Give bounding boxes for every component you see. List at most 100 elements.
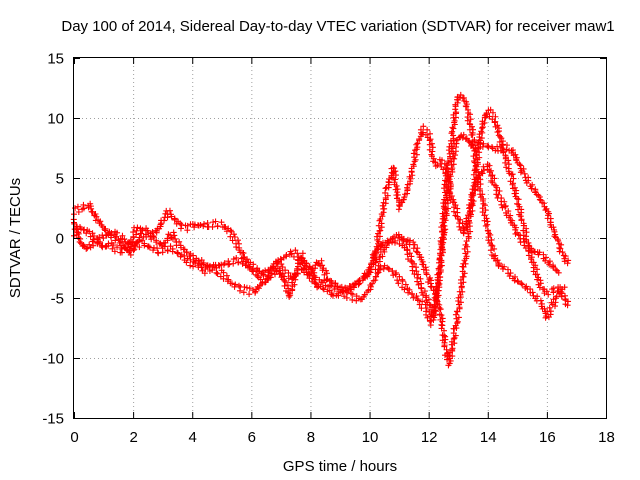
data-point — [488, 242, 495, 249]
data-point — [431, 294, 438, 301]
data-point — [178, 221, 185, 228]
data-point — [382, 196, 389, 203]
data-point — [246, 264, 253, 271]
data-point — [434, 301, 441, 308]
data-point — [556, 248, 563, 255]
data-point — [461, 257, 468, 264]
data-point — [488, 177, 495, 184]
data-point — [435, 265, 442, 272]
data-point — [408, 165, 415, 172]
data-point — [518, 167, 525, 174]
data-point — [80, 201, 87, 208]
data-point — [436, 304, 443, 311]
data-point — [555, 287, 562, 294]
data-point — [424, 314, 431, 321]
data-point — [479, 197, 486, 204]
data-point — [396, 273, 403, 280]
y-tick-labels: -15 -10 -5 0 5 10 15 — [42, 51, 64, 428]
data-point — [405, 289, 412, 296]
y-tick-label: -10 — [42, 351, 64, 368]
data-point — [92, 211, 99, 218]
data-point — [372, 266, 379, 273]
data-point — [84, 245, 91, 252]
data-point — [409, 291, 416, 298]
data-point — [518, 217, 525, 224]
data-point — [536, 284, 543, 291]
data-point — [442, 192, 449, 199]
data-point — [392, 237, 399, 244]
data-point — [495, 262, 502, 269]
data-point — [101, 226, 108, 233]
data-point — [500, 149, 507, 156]
data-point — [153, 237, 160, 244]
data-point — [514, 277, 521, 284]
grid-lines — [74, 58, 606, 418]
data-point — [496, 138, 503, 145]
data-point — [385, 266, 392, 273]
data-point — [382, 185, 389, 192]
data-point — [452, 322, 459, 329]
data-point — [418, 305, 425, 312]
data-point — [297, 261, 304, 268]
data-point — [507, 270, 514, 277]
data-point — [477, 194, 484, 201]
data-point — [441, 196, 448, 203]
y-tick-label: 15 — [47, 51, 64, 68]
data-point — [450, 125, 457, 132]
data-point — [486, 113, 493, 120]
data-point — [220, 269, 227, 276]
data-point — [377, 216, 384, 223]
data-point — [457, 276, 464, 283]
data-point — [412, 156, 419, 163]
data-point — [346, 282, 353, 289]
data-point — [525, 177, 532, 184]
data-point — [323, 270, 330, 277]
data-point — [183, 259, 190, 266]
data-point — [90, 233, 97, 240]
data-point — [454, 213, 461, 220]
data-point — [230, 231, 237, 238]
data-point — [220, 275, 227, 282]
data-point — [428, 140, 435, 147]
data-point — [252, 289, 259, 296]
data-point — [440, 200, 447, 207]
data-point — [481, 202, 488, 209]
data-point — [121, 236, 128, 243]
data-point — [288, 250, 295, 257]
data-point — [225, 276, 232, 283]
data-point — [201, 270, 208, 277]
data-point — [408, 257, 415, 264]
data-point — [373, 273, 380, 280]
data-point — [277, 255, 284, 262]
data-point — [88, 205, 95, 212]
data-point — [230, 260, 237, 267]
data-point — [470, 198, 477, 205]
data-point — [454, 136, 461, 143]
data-point — [191, 221, 198, 228]
data-point — [454, 318, 461, 325]
data-point — [177, 242, 184, 249]
data-point — [171, 216, 178, 223]
data-point — [462, 103, 469, 110]
data-point — [367, 283, 374, 290]
data-point — [240, 258, 247, 265]
x-tick-label: 2 — [129, 429, 137, 446]
data-point — [441, 343, 448, 350]
data-point — [399, 199, 406, 206]
data-point — [375, 269, 382, 276]
data-point — [392, 172, 399, 179]
data-point — [258, 280, 265, 287]
data-point — [501, 198, 508, 205]
data-point — [439, 215, 446, 222]
data-point — [122, 238, 129, 245]
data-point — [264, 275, 271, 282]
data-point — [517, 213, 524, 220]
data-point — [415, 281, 422, 288]
data-point — [440, 203, 447, 210]
x-tick-label: 10 — [362, 429, 379, 446]
data-point — [75, 229, 82, 236]
chart-title: Day 100 of 2014, Sidereal Day-to-day VTE… — [61, 18, 614, 35]
data-point — [413, 293, 420, 300]
data-point — [539, 305, 546, 312]
